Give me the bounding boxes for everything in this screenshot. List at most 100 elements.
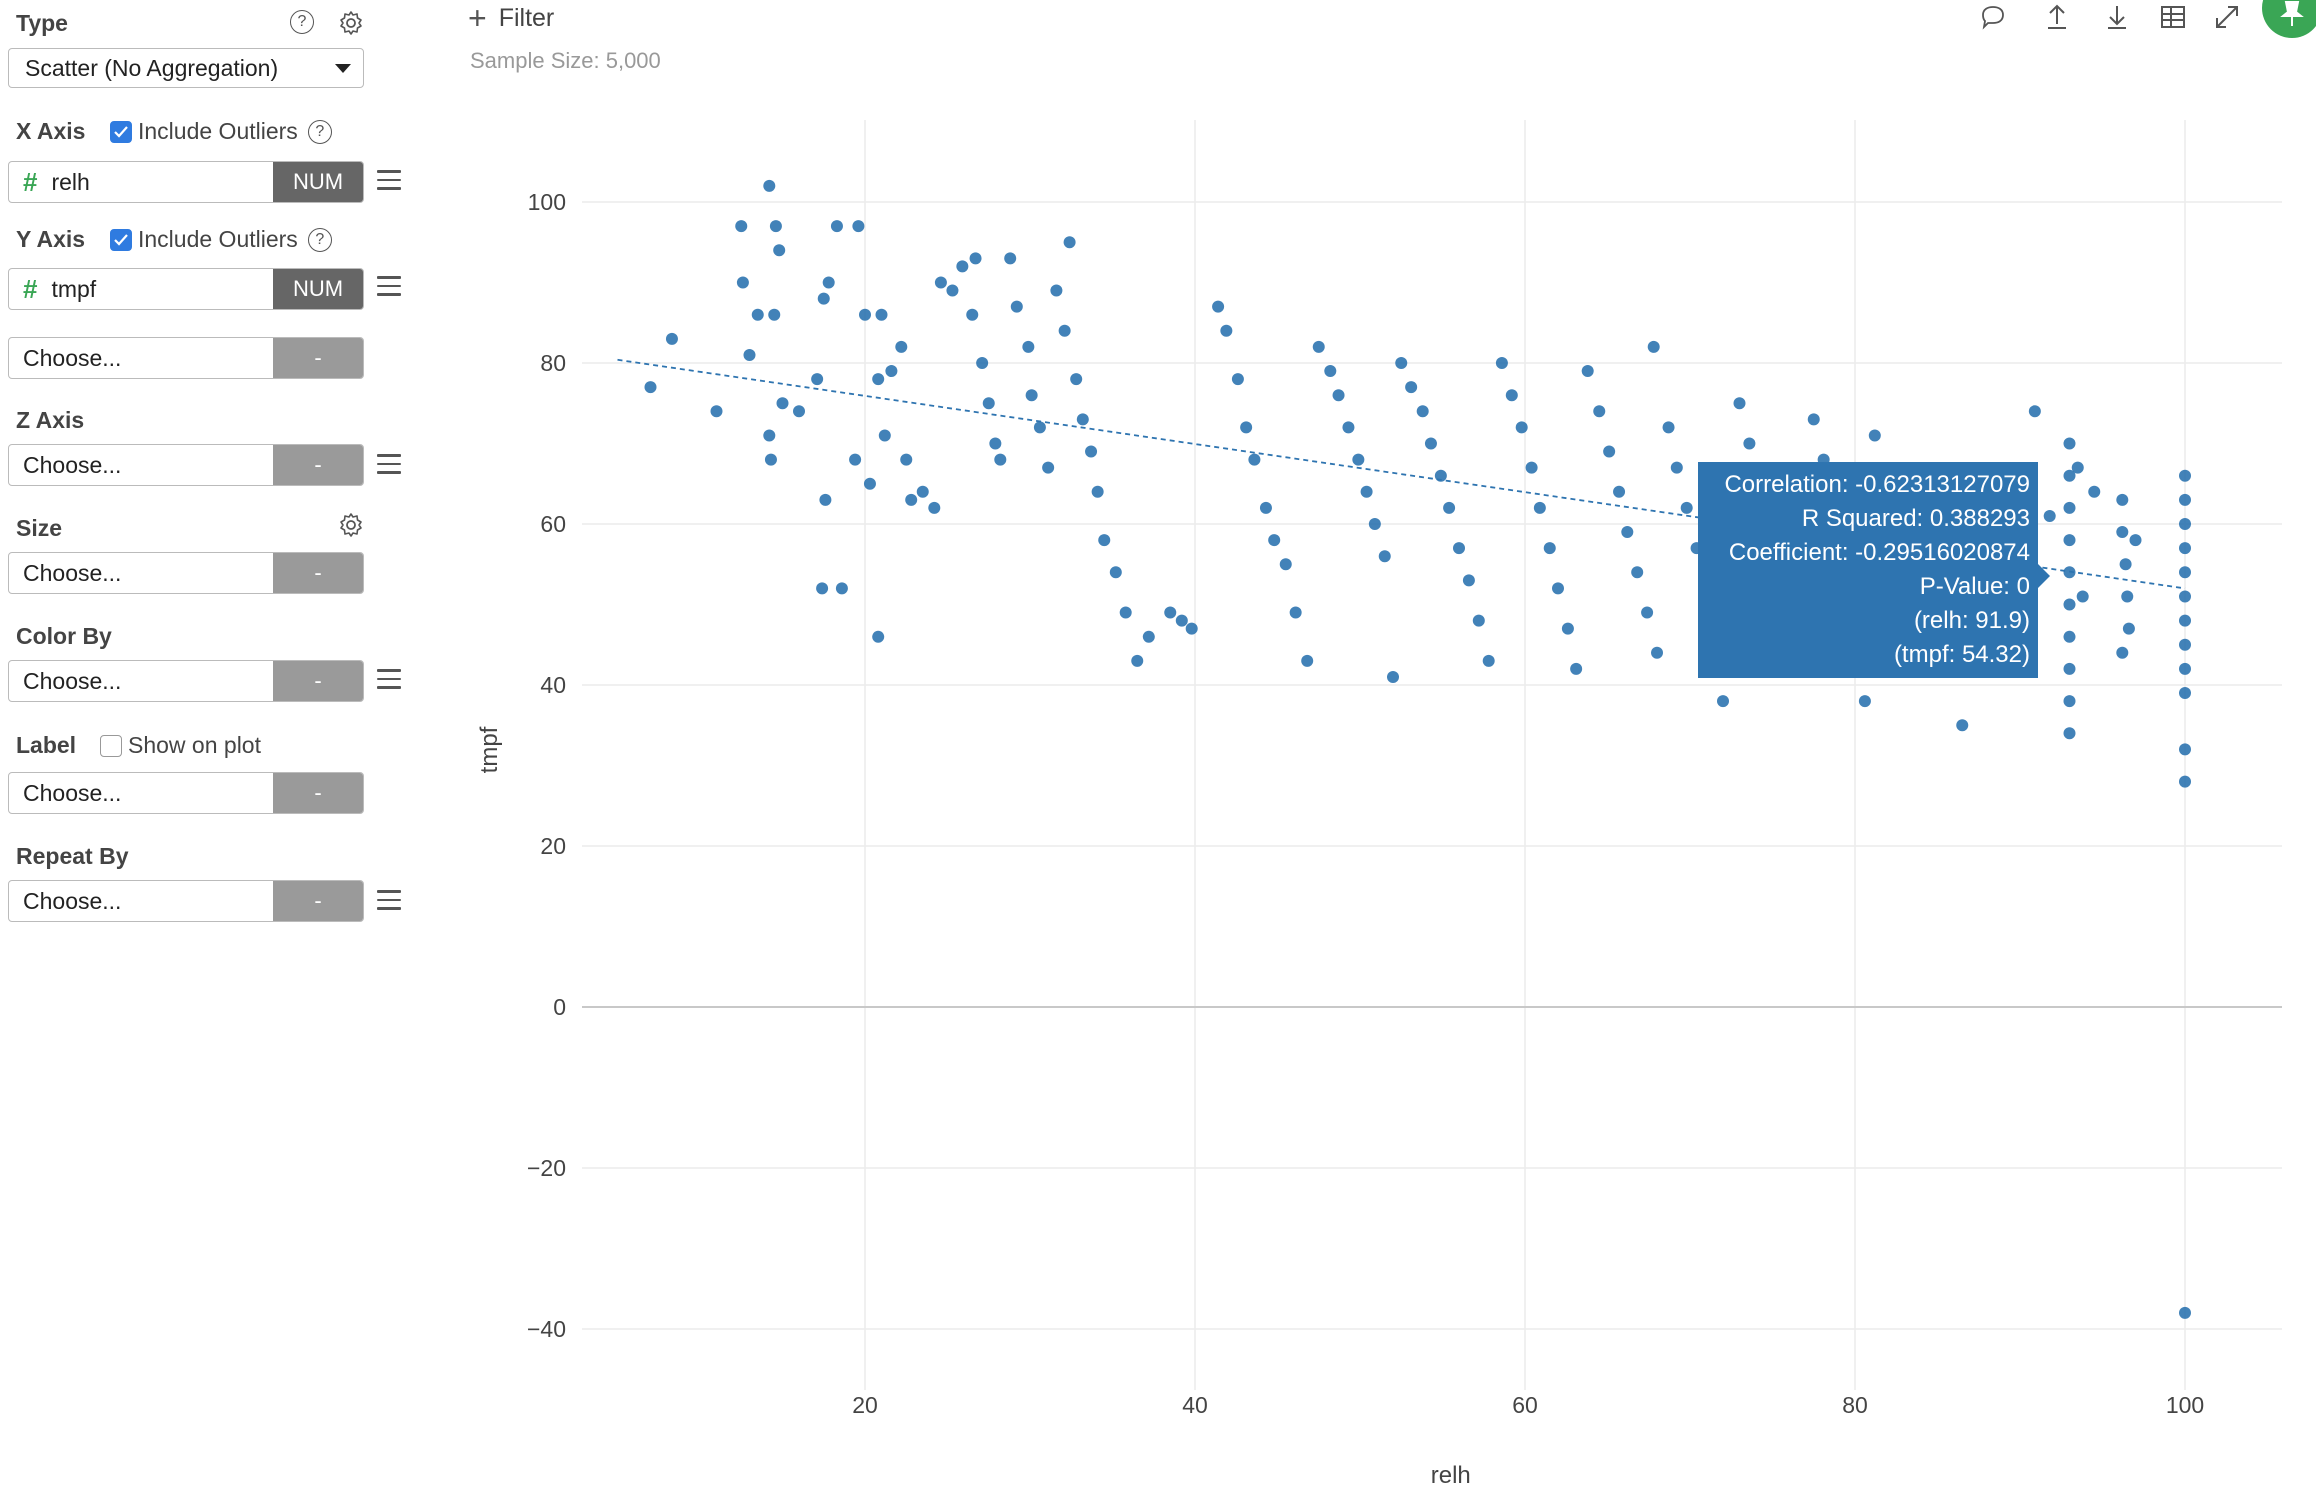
size-settings-gear-icon[interactable] [338,512,364,538]
data-point [1004,252,1017,265]
type-help-icon[interactable]: ? [290,10,314,34]
y-tick-label: 60 [540,511,566,537]
data-point [665,332,678,345]
download-icon[interactable] [2102,2,2132,32]
comment-icon[interactable] [1978,2,2008,32]
data-point [743,348,756,361]
data-point [811,373,824,386]
data-point [1807,413,1820,426]
data-point [1063,236,1076,249]
color-field-selector[interactable]: Choose... - [8,660,364,702]
data-point [1212,300,1225,313]
data-point [895,340,908,353]
x-field-type-button[interactable]: NUM [273,162,363,202]
data-point [1142,630,1155,643]
data-point [1050,284,1063,297]
expand-icon[interactable] [2212,2,2242,32]
data-point [956,260,969,273]
label-type-button[interactable]: - [273,773,363,813]
repeat-field-selector[interactable]: Choose... - [8,880,364,922]
data-point [2179,614,2191,627]
data-point [1240,421,1253,434]
data-point [2063,662,2076,675]
z-field-selector[interactable]: Choose... - [8,444,364,486]
data-point [2088,485,2101,498]
y-include-outliers-checkbox[interactable] [110,228,132,251]
label-label: Label [16,732,77,758]
data-point [735,220,748,233]
x-outliers-help-icon[interactable]: ? [307,119,332,144]
y-field-selector[interactable]: # tmpf NUM [8,268,364,310]
data-point [1543,542,1556,555]
tooltip-relh-text: (relh: 91.9) [1913,607,2030,634]
y-axis-menu-icon[interactable] [377,276,401,296]
data-point [969,252,982,265]
data-point [1495,357,1508,369]
data-point [2121,590,2134,603]
data-point [2129,534,2142,547]
data-point [1733,397,1746,410]
numeric-hash-icon: # [23,273,38,304]
data-point [989,437,1002,450]
data-point [863,477,876,490]
y-extra-type-button[interactable]: - [273,338,363,378]
data-point [2179,566,2191,579]
table-view-icon[interactable] [2158,2,2188,32]
repeat-menu-icon[interactable] [377,890,401,910]
y-field-type-button[interactable]: NUM [273,269,363,309]
export-upload-icon[interactable] [2042,2,2072,32]
size-type-button[interactable]: - [273,553,363,593]
z-axis-menu-icon[interactable] [377,454,401,474]
y-axis-title: tmpf [476,726,503,773]
add-filter-button[interactable]: + Filter [468,2,554,34]
data-point [872,630,885,643]
data-point [1462,574,1475,587]
data-point [1405,381,1418,394]
z-type-button[interactable]: - [273,445,363,485]
x-axis-label: X Axis [16,118,86,144]
pin-button[interactable] [2262,0,2316,38]
x-axis-menu-icon[interactable] [377,170,401,190]
type-settings-gear-icon[interactable] [338,10,364,36]
label-field-selector[interactable]: Choose... - [8,772,364,814]
data-point [1647,340,1660,353]
data-point [2179,687,2191,700]
color-type-button[interactable]: - [273,661,363,701]
data-point [1368,518,1381,530]
data-point [817,292,830,305]
data-point [1561,622,1574,635]
repeat-type-button[interactable]: - [273,881,363,921]
y-extra-field-selector[interactable]: Choose... - [8,337,364,379]
data-point [751,308,764,321]
data-point [2116,493,2129,506]
data-point [872,373,885,386]
data-point [1424,437,1437,450]
y-outliers-help-icon[interactable]: ? [307,227,332,252]
color-choose-text: Choose... [23,667,122,694]
chart-type-select[interactable]: Scatter (No Aggregation) [8,48,364,88]
x-tick-label: 80 [1842,1392,1868,1418]
x-field-selector[interactable]: # relh NUM [8,161,364,203]
data-point [1332,389,1345,402]
z-choose-text: Choose... [23,451,122,478]
data-point [1680,501,1693,514]
pin-icon [2280,1,2304,26]
data-point [830,220,843,233]
label-choose-text: Choose... [23,779,122,806]
color-menu-icon[interactable] [377,669,401,689]
data-point [2179,743,2191,756]
data-point [1042,461,1055,474]
data-point [1301,654,1314,667]
show-on-plot-row[interactable]: Show on plot [100,732,261,759]
data-point [900,453,913,466]
data-point [710,405,723,418]
size-field-selector[interactable]: Choose... - [8,552,364,594]
data-point [1091,485,1104,498]
x-include-outliers-row[interactable]: Include Outliers ? [110,118,332,145]
data-point [1515,421,1528,434]
data-point [1231,373,1244,386]
y-include-outliers-row[interactable]: Include Outliers ? [110,226,332,253]
show-on-plot-checkbox[interactable] [100,734,122,757]
data-point [966,308,979,321]
x-include-outliers-checkbox[interactable] [110,120,132,143]
